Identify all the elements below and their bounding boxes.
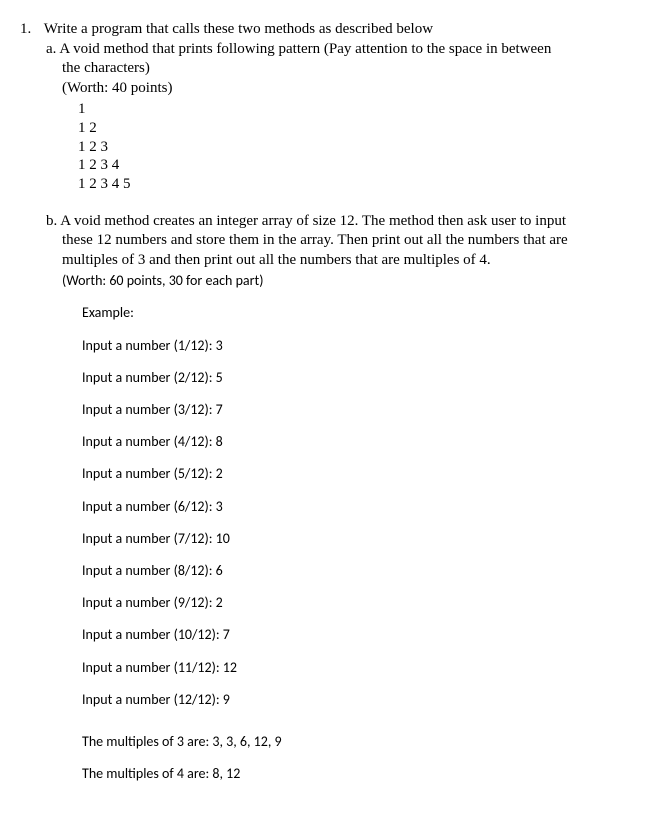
input-line: Input a number (12/12): 9: [82, 691, 634, 709]
pattern-block: 1 1 2 1 2 3 1 2 3 4 1 2 3 4 5: [78, 100, 634, 194]
result-multiples-4: The multiples of 4 are: 8, 12: [82, 765, 634, 783]
example-block: Example: Input a number (1/12): 3 Input …: [82, 304, 634, 708]
part-a-line1: A void method that prints following patt…: [59, 41, 551, 57]
part-b: b. A void method creates an integer arra…: [46, 212, 634, 232]
pattern-row: 1: [78, 100, 634, 119]
pattern-row: 1 2 3: [78, 138, 634, 157]
input-line: Input a number (6/12): 3: [82, 498, 634, 516]
part-b-line3: multiples of 3 and then print out all th…: [62, 251, 634, 271]
input-line: Input a number (4/12): 8: [82, 433, 634, 451]
part-a-line2: the characters): [62, 59, 634, 79]
results-block: The multiples of 3 are: 3, 3, 6, 12, 9 T…: [82, 733, 634, 783]
question-number: 1.: [20, 20, 40, 40]
pattern-row: 1 2: [78, 119, 634, 138]
part-a: a. A void method that prints following p…: [46, 40, 634, 60]
input-line: Input a number (7/12): 10: [82, 530, 634, 548]
result-multiples-3: The multiples of 3 are: 3, 3, 6, 12, 9: [82, 733, 634, 751]
part-b-line1: A void method creates an integer array o…: [60, 213, 566, 229]
example-label: Example:: [82, 304, 634, 322]
part-a-label: a.: [46, 41, 56, 57]
question-block: 1. Write a program that calls these two …: [20, 20, 634, 40]
part-a-worth: (Worth: 40 points): [62, 79, 634, 99]
pattern-row: 1 2 3 4: [78, 156, 634, 175]
input-line: Input a number (1/12): 3: [82, 337, 634, 355]
input-line: Input a number (2/12): 5: [82, 369, 634, 387]
part-b-worth: (Worth: 60 points, 30 for each part): [62, 272, 634, 290]
part-b-label: b.: [46, 213, 57, 229]
input-line: Input a number (11/12): 12: [82, 659, 634, 677]
input-line: Input a number (3/12): 7: [82, 401, 634, 419]
pattern-row: 1 2 3 4 5: [78, 175, 634, 194]
input-line: Input a number (9/12): 2: [82, 594, 634, 612]
input-line: Input a number (5/12): 2: [82, 465, 634, 483]
part-b-line2: these 12 numbers and store them in the a…: [62, 231, 634, 251]
input-line: Input a number (8/12): 6: [82, 562, 634, 580]
question-prompt: Write a program that calls these two met…: [44, 20, 634, 40]
input-line: Input a number (10/12): 7: [82, 626, 634, 644]
